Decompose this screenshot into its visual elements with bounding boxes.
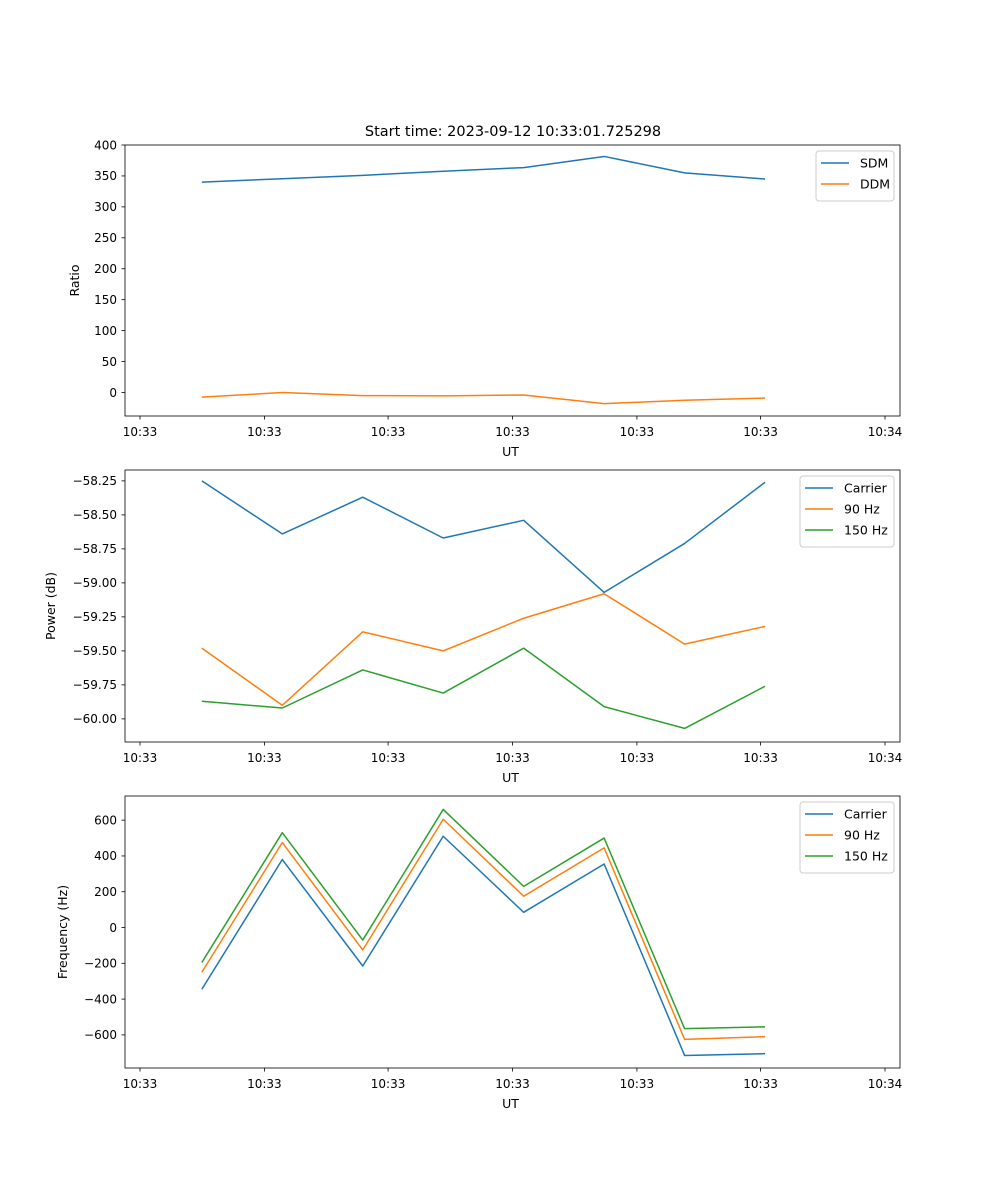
series-line-carrier bbox=[201, 835, 766, 1057]
y-tick-label: −400 bbox=[84, 992, 117, 1006]
subplot-3: 10:33 10:33 10:33 10:33 10:33 10:33 10:34 −600 −… bbox=[55, 795, 903, 1111]
x-tick-label: 10:33 bbox=[620, 1077, 655, 1091]
x-axis-label: UT bbox=[502, 1096, 519, 1111]
y-tick-label: −200 bbox=[84, 957, 117, 971]
y-tick-label: −59.25 bbox=[73, 610, 117, 624]
subplot-1: 10:33 10:33 10:33 10:33 10:33 10:33 10:34 0 50 10… bbox=[67, 138, 902, 459]
x-tick-label: 10:33 bbox=[620, 425, 655, 439]
legend: Carrier 90 Hz 150 Hz bbox=[799, 475, 895, 548]
y-tick-label: −60.00 bbox=[73, 712, 117, 726]
legend-entry: 150 Hz bbox=[844, 849, 888, 864]
legend-entry: SDM bbox=[860, 156, 888, 171]
plots: 10:33 10:33 10:33 10:33 10:33 10:33 10:34 0 50 10… bbox=[43, 138, 902, 1111]
y-tick-label: 300 bbox=[94, 200, 117, 214]
legend-entry: DDM bbox=[860, 177, 890, 192]
y-tick-label: 600 bbox=[94, 813, 117, 827]
subplot-2: 10:33 10:33 10:33 10:33 10:33 10:33 10:34 −60.0… bbox=[43, 469, 903, 785]
series-line-90-hz bbox=[201, 818, 766, 1041]
x-tick-label: 10:33 bbox=[743, 425, 778, 439]
series-line-150-hz bbox=[201, 808, 766, 1030]
y-tick-label: 100 bbox=[94, 324, 117, 338]
x-tick-label: 10:33 bbox=[371, 751, 406, 765]
legend-entry: Carrier bbox=[844, 481, 888, 496]
x-axis-label: UT bbox=[502, 770, 519, 785]
series-line-sdm bbox=[201, 155, 766, 183]
x-tick-label: 10:33 bbox=[495, 751, 530, 765]
y-tick-label: −59.50 bbox=[73, 644, 117, 658]
x-tick-label: 10:33 bbox=[743, 751, 778, 765]
y-tick-label: −59.75 bbox=[73, 678, 117, 692]
legend-entry: 150 Hz bbox=[844, 523, 888, 538]
y-tick-label: 200 bbox=[94, 885, 117, 899]
legend-entry: Carrier bbox=[844, 807, 888, 822]
series-line-carrier bbox=[201, 480, 766, 594]
x-tick-label: 10:33 bbox=[620, 751, 655, 765]
x-tick-label: 10:34 bbox=[868, 751, 903, 765]
x-tick-label: 10:34 bbox=[868, 1077, 903, 1091]
series-line-90-hz bbox=[201, 593, 766, 707]
x-tick-label: 10:33 bbox=[123, 1077, 158, 1091]
x-tick-label: 10:33 bbox=[371, 1077, 406, 1091]
y-tick-label: 0 bbox=[109, 386, 117, 400]
axes-frame bbox=[124, 795, 901, 1069]
y-axis-label: Power (dB) bbox=[43, 572, 58, 640]
y-tick-label: −58.25 bbox=[73, 474, 117, 488]
y-tick-label: −58.75 bbox=[73, 542, 117, 556]
legend-entry: 90 Hz bbox=[844, 502, 880, 517]
x-tick-label: 10:34 bbox=[868, 425, 903, 439]
y-axis-label: Frequency (Hz) bbox=[55, 885, 70, 979]
y-tick-label: −59.00 bbox=[73, 576, 117, 590]
legend: SDM DDM bbox=[815, 150, 895, 202]
y-tick-label: 400 bbox=[94, 849, 117, 863]
x-tick-label: 10:33 bbox=[123, 751, 158, 765]
y-tick-label: 350 bbox=[94, 169, 117, 183]
y-axis-label: Ratio bbox=[67, 264, 82, 296]
y-tick-label: 200 bbox=[94, 262, 117, 276]
legend-entry: 90 Hz bbox=[844, 828, 880, 843]
y-tick-label: 400 bbox=[94, 138, 117, 152]
x-tick-label: 10:33 bbox=[371, 425, 406, 439]
series-line-150-hz bbox=[201, 647, 766, 730]
axes-frame bbox=[124, 469, 901, 743]
axes-frame bbox=[124, 144, 901, 417]
x-tick-label: 10:33 bbox=[247, 425, 282, 439]
y-tick-label: 150 bbox=[94, 293, 117, 307]
series-line-ddm bbox=[201, 391, 766, 405]
y-tick-label: −600 bbox=[84, 1028, 117, 1042]
y-tick-label: −58.50 bbox=[73, 508, 117, 522]
x-tick-label: 10:33 bbox=[247, 1077, 282, 1091]
x-tick-label: 10:33 bbox=[247, 751, 282, 765]
legend: Carrier 90 Hz 150 Hz bbox=[799, 801, 895, 874]
x-tick-label: 10:33 bbox=[743, 1077, 778, 1091]
chart-title: Start time: 2023-09-12 10:33:01.725298 bbox=[365, 124, 661, 140]
x-tick-label: 10:33 bbox=[123, 425, 158, 439]
x-axis-label: UT bbox=[502, 444, 519, 459]
y-tick-label: 50 bbox=[102, 355, 117, 369]
y-tick-label: 250 bbox=[94, 231, 117, 245]
x-tick-label: 10:33 bbox=[495, 1077, 530, 1091]
y-tick-label: 0 bbox=[109, 921, 117, 935]
x-tick-label: 10:33 bbox=[495, 425, 530, 439]
